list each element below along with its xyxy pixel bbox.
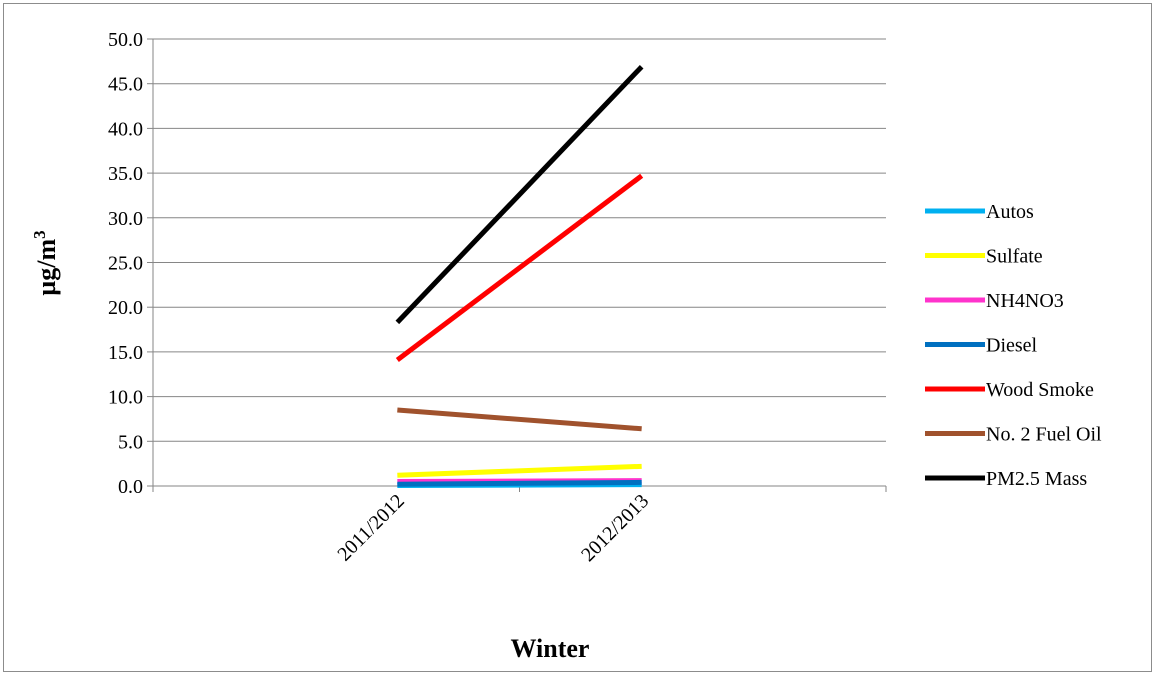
axes: 0.0 5.0 10.0 15.0 20.0 25.0 30.0 35.0 40.0 45.0 50…: [108, 29, 887, 566]
y-tick-label: 45.0: [108, 74, 143, 96]
series-line-sulfate: [397, 463, 642, 478]
legend-label-autos: Autos: [986, 201, 1034, 223]
series-line-wood-smoke: [395, 173, 644, 362]
y-axis-title: µg/m3: [30, 230, 61, 295]
x-tick-label: 2012/2013: [577, 490, 653, 566]
y-tick-label: 15.0: [108, 342, 143, 364]
y-tick-label: 5.0: [118, 431, 143, 453]
y-axis-title-base: µg/m: [32, 238, 61, 295]
y-tick-label: 25.0: [108, 253, 143, 275]
series-lines: [395, 64, 644, 489]
y-axis-title-superscript: 3: [30, 230, 49, 239]
series-line-no-2-fuel-oil: [397, 407, 642, 432]
series-line-pm2-5-mass: [395, 64, 644, 325]
chart-frame: [3, 3, 1152, 672]
y-tick-label: 30.0: [108, 208, 143, 230]
legend-label-diesel: Diesel: [986, 335, 1038, 357]
legend-label-pm2-5-mass: PM2.5 Mass: [986, 468, 1087, 490]
legend: Autos Sulfate NH4NO3 Diesel Wood Smoke No. 2 …: [925, 201, 1102, 490]
y-tick-label: 20.0: [108, 297, 143, 319]
x-axis-title: Winter: [511, 634, 590, 663]
legend-label-sulfate: Sulfate: [986, 246, 1043, 268]
y-tick-label: 50.0: [108, 29, 143, 51]
legend-label-no-2-fuel-oil: No. 2 Fuel Oil: [986, 424, 1102, 446]
y-tick-label: 40.0: [108, 118, 143, 140]
x-tick-label: 2011/2012: [333, 490, 409, 566]
y-tick-label: 10.0: [108, 387, 143, 409]
legend-label-nh4no3: NH4NO3: [986, 290, 1064, 312]
series-line-diesel: [397, 479, 642, 487]
y-tick-label: 0.0: [118, 476, 143, 498]
y-tick-label: 35.0: [108, 163, 143, 185]
legend-label-wood-smoke: Wood Smoke: [986, 379, 1094, 401]
